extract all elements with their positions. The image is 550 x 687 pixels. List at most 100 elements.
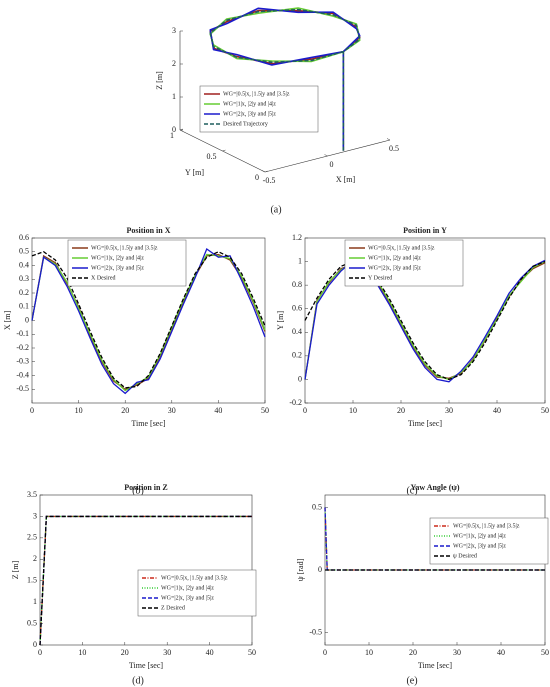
y-axis-label: Z [m] — [11, 560, 20, 579]
y-tick-label: 0.6 — [292, 304, 302, 313]
x-tick-label: 0 — [323, 648, 327, 657]
x-tick — [261, 170, 266, 173]
y-tick-label: 0 — [255, 173, 259, 182]
y-tick-label: -0.2 — [289, 398, 302, 407]
x-axis-label: Time [sec] — [418, 661, 452, 670]
y-tick-label: -0.2 — [16, 343, 29, 352]
y-tick-label: 1.2 — [292, 233, 302, 242]
x-tick — [324, 154, 328, 157]
chart-title: Position in Z — [124, 483, 168, 492]
legend-label: WG=|2|x, |3|y and |5|z — [91, 265, 144, 271]
x-tick-label: 20 — [121, 648, 129, 657]
chart-title: Position in Y — [403, 226, 447, 235]
x-axis-label: Time [sec] — [408, 419, 442, 428]
chart-title: Yaw Angle (ψ) — [410, 483, 459, 492]
y-tick-label: 0 — [33, 640, 37, 649]
z-tick-label: 1 — [172, 92, 176, 101]
z-tick-label: 0 — [172, 125, 176, 134]
x-tick-label: 10 — [365, 648, 373, 657]
y-tick-label: 0.4 — [19, 260, 29, 269]
x-tick-label: 0 — [30, 406, 34, 415]
z-tick-label: 2 — [172, 59, 176, 68]
y-tick-label: -0.4 — [16, 370, 29, 379]
y-tick-label: -0.1 — [16, 329, 29, 338]
y-tick-label: 0.2 — [19, 288, 29, 297]
y-tick-label: 0.5 — [27, 618, 37, 627]
y-tick-label: 0.3 — [19, 274, 29, 283]
caption: (a) — [270, 204, 281, 215]
legend-label: WG=|1|x, |2|y and |4|z — [368, 255, 421, 261]
trajectory — [209, 7, 361, 151]
y-tick — [264, 170, 269, 173]
y-tick-label: 0.5 — [207, 152, 217, 161]
y-tick-label: 0.6 — [19, 233, 29, 242]
x-tick-label: 10 — [75, 406, 83, 415]
y-tick-label: 0.8 — [292, 280, 302, 289]
y-tick — [222, 149, 226, 152]
legend-label: WG=|0.5|x, |1.5|y and |3.5|z — [91, 245, 158, 251]
legend-label: WG=|1|x, |2|y and |4|z — [453, 533, 506, 539]
y-tick-label: 3 — [33, 511, 37, 520]
caption: (b) — [132, 485, 144, 496]
legend-label: X Desired — [91, 275, 116, 281]
y-tick-label: 2.5 — [27, 533, 37, 542]
y-tick-label: 2 — [33, 554, 37, 563]
y-tick-label: 0 — [318, 565, 322, 574]
legend-label: WG=|0.5|x, |1.5|y and |3.5|z — [453, 523, 520, 529]
legend-label: WG=|1|x, |2|y and |4|z — [91, 255, 144, 261]
x-tick-label: 0 — [303, 406, 307, 415]
z-tick-label: 3 — [172, 26, 176, 35]
x-tick — [386, 138, 391, 141]
legend-label: WG=|2|x, |3|y and |5|z — [453, 543, 506, 549]
series-line — [39, 515, 252, 646]
legend-label: WG=|2|x, |3|y and |5|z — [223, 111, 276, 117]
x-tick-label: 30 — [168, 406, 176, 415]
y-tick-label: -0.5 — [309, 627, 322, 636]
x-tick-label: 0 — [38, 648, 42, 657]
y-tick-label: 0.5 — [312, 502, 322, 511]
y-tick-label: 0.5 — [19, 247, 29, 256]
y-tick-label: 0 — [298, 374, 302, 383]
y-axis-label: Y [m] — [276, 311, 285, 330]
x-tick-label: 30 — [445, 406, 453, 415]
legend-label: Z Desired — [161, 605, 185, 611]
series-line — [31, 251, 266, 389]
y-tick-label: 3.5 — [27, 490, 37, 499]
y-axis-label: Y [m] — [185, 168, 204, 177]
series-line — [31, 253, 266, 392]
y-tick-label: 1.5 — [27, 576, 37, 585]
x-tick-label: 10 — [349, 406, 357, 415]
x-axis-label: Time [sec] — [131, 419, 165, 428]
legend-label: WG=|2|x, |3|y and |5|z — [161, 595, 214, 601]
legend-label: Y Desired — [368, 275, 392, 281]
x-tick-label: 20 — [121, 406, 129, 415]
x-tick-label: 20 — [397, 406, 405, 415]
legend-label: WG=|2|x, |3|y and |5|z — [368, 265, 421, 271]
y-tick-label: -0.5 — [16, 384, 29, 393]
legend-label: WG=|0.5|x, |1.5|y and |3.5|z — [368, 245, 435, 251]
x-tick-label: 0.5 — [389, 144, 399, 153]
z-axis-label: Z [m] — [155, 71, 164, 90]
legend-label: ψ Desired — [453, 553, 477, 559]
y-axis-label: ψ [rad] — [296, 558, 305, 581]
x-tick-label: 0 — [330, 160, 334, 169]
x-axis-label: X [m] — [336, 175, 356, 184]
y-tick-label: 0.1 — [19, 302, 29, 311]
caption: (e) — [406, 675, 417, 686]
y-tick-label: 1 — [33, 597, 37, 606]
x-tick-label: 50 — [261, 406, 269, 415]
x-tick-label: 20 — [409, 648, 417, 657]
x-tick-label: 10 — [78, 648, 86, 657]
y-tick-label: 0 — [25, 315, 29, 324]
x-tick-label: 40 — [497, 648, 505, 657]
legend-label: WG=|1|x, |2|y and |4|z — [223, 101, 276, 107]
x-tick-label: 30 — [163, 648, 171, 657]
legend-label: WG=|0.5|x, |1.5|y and |3.5|z — [161, 575, 228, 581]
x-tick-label: 40 — [206, 648, 214, 657]
chart-title: Position in X — [126, 226, 170, 235]
trajectory — [209, 8, 361, 151]
x-tick-label: 40 — [214, 406, 222, 415]
caption: (d) — [132, 675, 144, 686]
x-tick-label: 50 — [541, 406, 549, 415]
